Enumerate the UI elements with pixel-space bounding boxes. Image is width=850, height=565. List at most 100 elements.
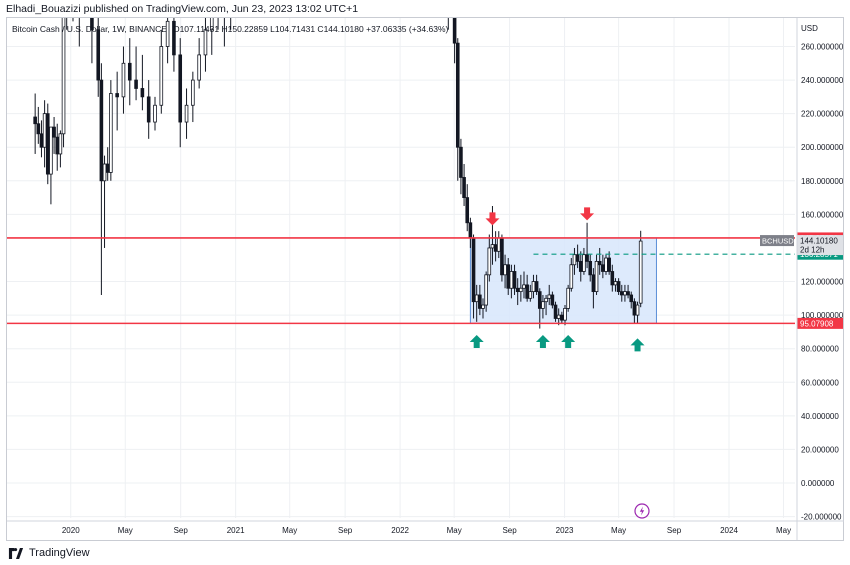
candle <box>102 155 107 248</box>
publisher-line: Elhadi_Bouazizi published on TradingView… <box>6 3 359 15</box>
candle <box>635 301 640 324</box>
candle <box>610 264 615 292</box>
candle <box>203 18 208 72</box>
symbol-tag <box>760 235 794 247</box>
candle <box>537 288 542 329</box>
candle <box>500 234 504 282</box>
candle <box>90 18 94 64</box>
y-tick-label: 100.000000 <box>801 311 844 320</box>
candle <box>33 93 37 154</box>
footer: TradingView <box>8 545 90 561</box>
candle <box>42 100 47 168</box>
candle <box>487 234 492 282</box>
y-tick-label: 0.000000 <box>801 479 835 488</box>
candle <box>447 18 449 30</box>
x-tick-label: Sep <box>667 526 682 535</box>
candle <box>191 71 195 123</box>
candle <box>588 254 593 282</box>
y-tick-label: 160.000000 <box>801 210 844 219</box>
axes: 260.000000 240.000000 220.000000 200.000000… <box>7 18 844 540</box>
candle <box>478 284 482 316</box>
candle <box>459 138 463 195</box>
x-tick-label: May <box>447 526 462 535</box>
lightning-icon[interactable] <box>634 503 650 519</box>
candle <box>569 258 574 292</box>
candle <box>45 103 50 185</box>
x-tick-label: 2021 <box>227 526 245 535</box>
candle <box>36 106 41 144</box>
arrow-down-icon <box>485 212 500 226</box>
support-label: 95.07908 <box>800 319 834 328</box>
x-tick-label: 2022 <box>391 526 409 535</box>
last-price-tag <box>797 235 843 256</box>
x-tick-label: Sep <box>174 526 189 535</box>
y-tick-label: 80.000000 <box>801 345 839 354</box>
y-tick-label: -20.000000 <box>801 513 842 522</box>
y-tick-label: 20.000000 <box>801 445 839 454</box>
candle <box>534 274 539 295</box>
candle <box>105 147 110 181</box>
candle <box>528 284 533 302</box>
legend-line: Bitcoin Cash / U.S. Dollar, 1W, BINANCE O… <box>12 24 449 34</box>
candle <box>55 123 60 171</box>
candle <box>544 294 548 316</box>
candle <box>616 278 621 295</box>
tradingview-logo-icon <box>8 547 24 559</box>
chart-frame[interactable] <box>6 17 844 541</box>
candle <box>563 305 567 326</box>
symbol-label: BCHUSD <box>762 237 794 246</box>
footer-brand: TradingView <box>29 547 90 559</box>
candle <box>153 96 157 131</box>
candle <box>209 18 214 55</box>
y-tick-label: 40.000000 <box>801 412 839 421</box>
candle <box>452 18 457 64</box>
candle <box>541 294 545 319</box>
candle <box>604 254 608 275</box>
last-price-label: 144.10180 <box>800 237 838 246</box>
candle <box>109 80 113 181</box>
candle <box>39 120 44 158</box>
countdown-label: 2d 12h <box>800 246 824 255</box>
y-tick-label: 240.000000 <box>801 76 844 85</box>
candle <box>638 230 643 308</box>
grid <box>7 18 795 518</box>
candle <box>462 164 466 206</box>
x-tick-label: 2024 <box>720 526 738 535</box>
y-tick-label: 60.000000 <box>801 378 839 387</box>
arrow-up-icon <box>561 334 576 348</box>
candle <box>72 18 74 22</box>
candle <box>585 222 589 269</box>
x-tick-label: 2020 <box>62 526 80 535</box>
candle <box>115 71 119 131</box>
candles <box>33 0 643 329</box>
x-tick-label: May <box>776 526 791 535</box>
candle <box>146 80 151 139</box>
arrow-up-icon <box>630 338 645 352</box>
candle <box>165 18 170 64</box>
candle <box>127 38 132 106</box>
candle <box>121 46 126 114</box>
candle <box>99 63 104 295</box>
x-tick-label: Sep <box>502 526 517 535</box>
arrow-down-icon <box>580 207 595 221</box>
candle <box>575 244 580 269</box>
candle <box>140 54 145 111</box>
candle <box>455 38 460 181</box>
candle <box>597 247 602 275</box>
arrow-up-icon <box>535 334 550 348</box>
candle <box>84 0 87 13</box>
x-tick-label: Sep <box>338 526 353 535</box>
candle <box>61 18 66 148</box>
x-tick-label: 2023 <box>556 526 574 535</box>
candle <box>481 298 485 319</box>
candle <box>465 184 470 232</box>
candle <box>58 130 63 168</box>
y-tick-label: 200.000000 <box>801 143 844 152</box>
candle <box>49 126 53 205</box>
candle <box>550 291 555 309</box>
x-tick-label: May <box>611 526 626 535</box>
candle <box>582 247 586 275</box>
candle <box>159 29 164 114</box>
candle <box>52 117 56 154</box>
